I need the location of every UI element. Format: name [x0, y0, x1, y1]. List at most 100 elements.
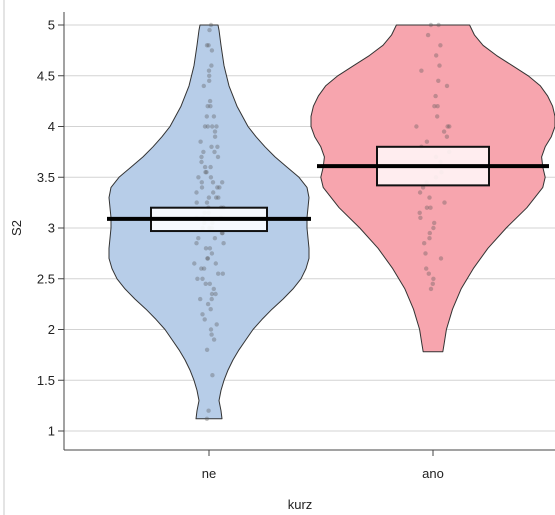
data-point — [432, 220, 437, 226]
data-point — [211, 337, 217, 342]
data-point — [431, 225, 436, 231]
data-point — [209, 296, 214, 302]
data-point — [435, 114, 440, 119]
x-axis-title: kurz — [288, 497, 313, 512]
y-tick-label: 3 — [48, 221, 55, 236]
data-point — [205, 104, 210, 109]
y-tick-label: 5 — [48, 18, 55, 33]
data-point — [430, 281, 435, 286]
y-tick-label: 4 — [48, 119, 55, 134]
data-point — [445, 124, 450, 129]
y-tick-label: 1.5 — [37, 373, 55, 388]
data-point — [196, 236, 201, 241]
data-point — [431, 276, 436, 281]
data-point — [436, 78, 441, 84]
data-point — [417, 190, 423, 195]
data-point — [206, 195, 212, 200]
data-point — [214, 124, 219, 129]
data-point — [428, 22, 434, 28]
data-point — [438, 256, 444, 261]
data-point — [209, 144, 214, 149]
data-point — [215, 185, 220, 190]
data-point — [208, 327, 214, 332]
x-tick-label: ano — [422, 466, 444, 481]
data-point — [214, 195, 219, 200]
data-point — [422, 241, 427, 246]
data-point — [210, 373, 215, 378]
data-point — [202, 124, 208, 129]
data-point — [207, 73, 212, 79]
data-point — [425, 32, 431, 38]
data-point — [208, 164, 213, 170]
data-point — [215, 154, 221, 160]
data-point — [432, 104, 437, 109]
data-point — [195, 276, 200, 281]
data-point — [203, 281, 208, 286]
y-tick-label: 4.5 — [37, 68, 55, 83]
data-point — [208, 175, 214, 180]
data-point — [199, 185, 205, 190]
data-point — [423, 251, 428, 256]
data-point — [211, 114, 217, 119]
data-point — [424, 266, 429, 271]
data-point — [220, 180, 225, 185]
data-point — [201, 149, 206, 155]
data-point — [199, 159, 204, 165]
data-point — [201, 83, 206, 89]
data-point — [194, 241, 199, 246]
data-point — [220, 271, 225, 276]
data-point — [200, 276, 205, 281]
data-point — [216, 271, 221, 276]
y-tick-label: 2.5 — [37, 271, 55, 286]
data-point — [216, 195, 221, 200]
data-point — [208, 22, 214, 28]
data-point — [215, 144, 220, 149]
data-point — [434, 53, 439, 58]
data-point — [207, 27, 212, 33]
data-point — [447, 124, 452, 129]
data-point — [192, 261, 197, 266]
data-point — [417, 210, 422, 215]
data-point — [206, 68, 212, 73]
data-point — [196, 175, 201, 180]
data-point — [204, 43, 210, 48]
data-point — [426, 271, 431, 276]
data-point — [200, 312, 205, 317]
data-point — [424, 205, 430, 210]
data-point — [209, 48, 215, 53]
x-tick-label: ne — [202, 466, 216, 481]
data-point — [203, 170, 208, 175]
data-point — [414, 124, 419, 129]
data-point — [194, 190, 199, 195]
data-point — [444, 83, 450, 89]
data-point — [198, 139, 203, 144]
data-point — [205, 256, 210, 261]
data-point — [442, 200, 447, 205]
violin-ano — [310, 24, 555, 353]
data-point — [212, 134, 218, 139]
data-point — [444, 134, 450, 139]
data-point — [438, 43, 443, 48]
data-point — [433, 93, 438, 99]
data-point — [205, 256, 211, 261]
data-point — [212, 236, 218, 241]
data-point — [221, 241, 226, 246]
data-point — [428, 205, 433, 210]
data-point — [214, 322, 219, 327]
data-point — [206, 408, 211, 413]
data-point — [199, 154, 204, 160]
data-point — [436, 22, 441, 28]
y-tick-label: 2 — [48, 322, 55, 337]
data-point — [204, 170, 209, 175]
data-point — [209, 251, 215, 256]
data-point — [204, 114, 209, 119]
data-point — [207, 98, 213, 104]
data-point — [202, 164, 208, 170]
data-point — [207, 281, 212, 286]
mean-box-layer — [107, 145, 549, 233]
data-point — [198, 296, 203, 302]
data-point — [213, 291, 218, 297]
data-point — [209, 332, 214, 337]
